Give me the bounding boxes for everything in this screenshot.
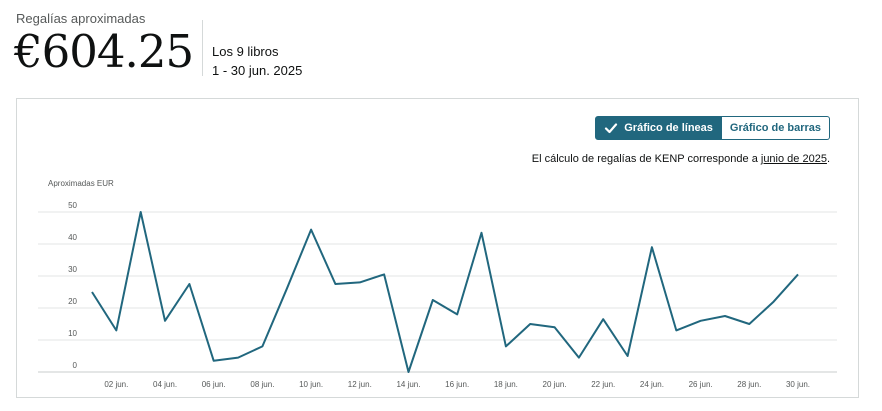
- royalties-line-chart: Aproximadas EUR 0 10 20 30 40 50 02 jun. 04 ju…: [38, 179, 837, 389]
- y-tick-label: 10: [68, 329, 77, 338]
- y-tick-label: 40: [68, 233, 77, 242]
- x-tick-label: 14 jun.: [396, 380, 420, 389]
- chart-type-toggle: Gráfico de líneas Gráfico de barras: [595, 116, 830, 140]
- bar-chart-label: Gráfico de barras: [729, 122, 821, 134]
- kenp-note-suffix: .: [826, 153, 830, 165]
- x-tick-label: 30 jun.: [786, 380, 810, 389]
- x-tick-label: 20 jun.: [543, 380, 567, 389]
- x-tick-label: 24 jun.: [640, 380, 664, 389]
- x-tick-label: 16 jun.: [445, 380, 469, 389]
- bar-chart-button[interactable]: Gráfico de barras: [721, 116, 830, 140]
- x-tick-label: 22 jun.: [591, 380, 615, 389]
- x-tick-label: 06 jun.: [202, 380, 226, 389]
- x-tick-label: 10 jun.: [299, 380, 323, 389]
- series-layer: [91, 211, 799, 373]
- y-tick-label: 50: [68, 201, 77, 210]
- y-axis-label: Aproximadas EUR: [48, 179, 114, 188]
- x-tick-label: 12 jun.: [348, 380, 372, 389]
- checkmark-icon: [605, 123, 618, 134]
- x-tick-label: 28 jun.: [737, 380, 761, 389]
- x-tick-label: 08 jun.: [250, 380, 274, 389]
- books-scope: Los 9 libros: [212, 44, 279, 59]
- series-line: [91, 211, 799, 373]
- grid-layer: [38, 211, 837, 373]
- x-tick-label: 26 jun.: [689, 380, 713, 389]
- line-chart-label: Gráfico de líneas: [624, 122, 713, 134]
- kenp-note-text: El cálculo de regalías de KENP correspon…: [531, 153, 761, 165]
- kenp-period-link[interactable]: junio de 2025: [760, 153, 827, 165]
- chart-panel: Gráfico de líneas Gráfico de barras El c…: [16, 98, 859, 398]
- kenp-note: El cálculo de regalías de KENP correspon…: [532, 153, 830, 165]
- y-tick-label: 0: [73, 361, 78, 370]
- date-range: 1 - 30 jun. 2025: [212, 63, 303, 78]
- x-tick-label: 02 jun.: [104, 380, 128, 389]
- y-tick-labels: 0 10 20 30 40 50: [68, 201, 77, 370]
- y-tick-label: 30: [68, 265, 77, 274]
- summary-divider: [202, 20, 203, 76]
- x-tick-label: 04 jun.: [153, 380, 177, 389]
- line-chart-button[interactable]: Gráfico de líneas: [595, 116, 722, 140]
- royalties-label: Regalías aproximadas: [16, 11, 146, 26]
- x-tick-label: 18 jun.: [494, 380, 518, 389]
- x-tick-labels: 02 jun. 04 jun. 06 jun. 08 jun. 10 jun. 12 ju…: [104, 380, 810, 389]
- royalties-amount: €604.25: [14, 25, 194, 78]
- y-tick-label: 20: [68, 297, 77, 306]
